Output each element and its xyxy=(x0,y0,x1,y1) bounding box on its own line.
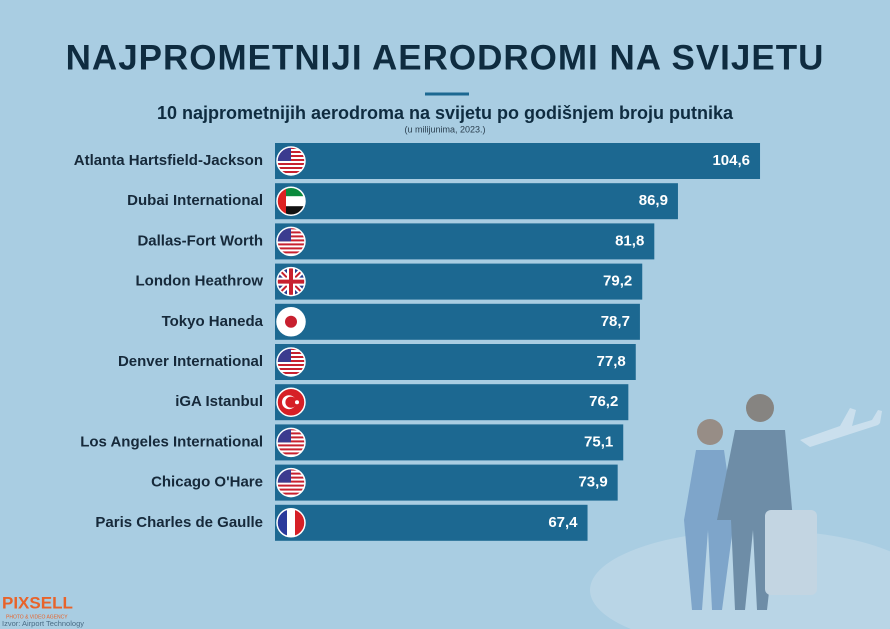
y-tick-label: London Heathrow xyxy=(136,273,264,290)
flag-clip xyxy=(277,468,305,497)
value-label: 76,2 xyxy=(589,393,618,410)
flag xyxy=(276,266,306,297)
flag-stripe xyxy=(277,372,305,374)
bar xyxy=(275,384,629,421)
flag-part xyxy=(277,187,305,197)
flag xyxy=(276,467,306,498)
bar xyxy=(275,143,761,179)
value-label: 78,7 xyxy=(601,313,630,330)
flag xyxy=(276,508,306,538)
flag-clip xyxy=(277,307,305,336)
illustration xyxy=(590,394,890,629)
value-label: 73,9 xyxy=(578,474,607,491)
y-tick-label: Los Angeles International xyxy=(80,433,263,450)
flag-stripe xyxy=(277,163,305,165)
bar xyxy=(275,303,640,340)
flag-ring xyxy=(276,427,306,458)
y-tick-label: Dallas-Fort Worth xyxy=(137,232,263,249)
bar xyxy=(275,504,588,541)
y-tick-label: Dubai International xyxy=(127,192,263,209)
flag xyxy=(276,307,306,337)
flag-ring xyxy=(276,387,306,417)
bar xyxy=(275,424,624,461)
flag-part xyxy=(285,396,297,408)
y-tick-label: Tokyo Haneda xyxy=(162,313,264,330)
flag xyxy=(276,186,306,216)
flag-stripe xyxy=(277,167,305,169)
flag xyxy=(276,146,306,176)
bar xyxy=(275,183,678,220)
flag-ring xyxy=(276,266,306,297)
flag-stripe xyxy=(277,452,305,455)
flag-part xyxy=(295,508,305,537)
value-label: 86,9 xyxy=(639,192,668,209)
flag-stripe xyxy=(277,444,305,447)
flag-clip xyxy=(277,267,305,296)
bar xyxy=(275,223,655,260)
flag-stripe xyxy=(277,488,305,491)
flag-stripe xyxy=(277,364,305,366)
flag-stripe xyxy=(277,484,305,487)
flag-clip xyxy=(277,388,305,417)
value-label: 67,4 xyxy=(548,514,578,531)
chart-note: (u milijunima, 2023.) xyxy=(404,124,485,134)
flag-part xyxy=(277,187,286,216)
bar xyxy=(275,464,618,501)
flag-part xyxy=(277,206,305,216)
flag-part xyxy=(285,315,297,328)
y-tick-label: iGA Istanbul xyxy=(175,393,263,410)
logo: PIXSELL xyxy=(2,593,73,612)
bar xyxy=(275,263,643,300)
source: Izvor: Airport Technology xyxy=(2,619,84,628)
flag-part xyxy=(295,400,299,405)
flag-stripe xyxy=(277,247,305,250)
flag-clip xyxy=(277,348,305,376)
flag-part xyxy=(277,508,287,537)
chart-title: NAJPROMETNIJI AERODROMI NA SVIJETU xyxy=(66,38,825,77)
flag-stripe xyxy=(277,243,305,246)
flag-ring xyxy=(276,508,306,538)
chart-subtitle: 10 najprometnijih aerodroma na svijetu p… xyxy=(157,103,734,123)
flag-stripe xyxy=(277,492,305,495)
flag-ring xyxy=(276,347,306,377)
flag-clip xyxy=(277,227,305,256)
flag xyxy=(276,226,306,257)
flag-ring xyxy=(276,307,306,337)
flag-clip xyxy=(277,147,305,175)
flag-stripe xyxy=(277,251,305,254)
value-label: 79,2 xyxy=(603,273,632,290)
flag-stripe xyxy=(277,171,305,173)
bar xyxy=(275,344,636,380)
flag-clip xyxy=(277,187,305,216)
flag-part xyxy=(277,267,305,296)
flag xyxy=(276,427,306,458)
value-label: 81,8 xyxy=(615,232,644,249)
flag-ring xyxy=(276,146,306,176)
flag xyxy=(276,347,306,377)
y-tick-label: Chicago O'Hare xyxy=(151,474,263,491)
flag-ring xyxy=(276,226,306,257)
logo-tagline: PHOTO & VIDEO AGENCY xyxy=(6,614,68,620)
flag-clip xyxy=(277,508,305,537)
flag-ring xyxy=(276,467,306,498)
y-tick-label: Denver International xyxy=(118,353,263,370)
flag-clip xyxy=(277,428,305,457)
value-label: 104,6 xyxy=(712,152,750,169)
flag-stripe xyxy=(277,368,305,370)
value-label: 77,8 xyxy=(597,353,626,370)
flag xyxy=(276,387,306,417)
y-tick-label: Atlanta Hartsfield-Jackson xyxy=(74,152,263,169)
flag-ring xyxy=(276,186,306,216)
y-tick-label: Paris Charles de Gaulle xyxy=(95,514,263,531)
value-label: 75,1 xyxy=(584,433,613,450)
flag-stripe xyxy=(277,448,305,451)
